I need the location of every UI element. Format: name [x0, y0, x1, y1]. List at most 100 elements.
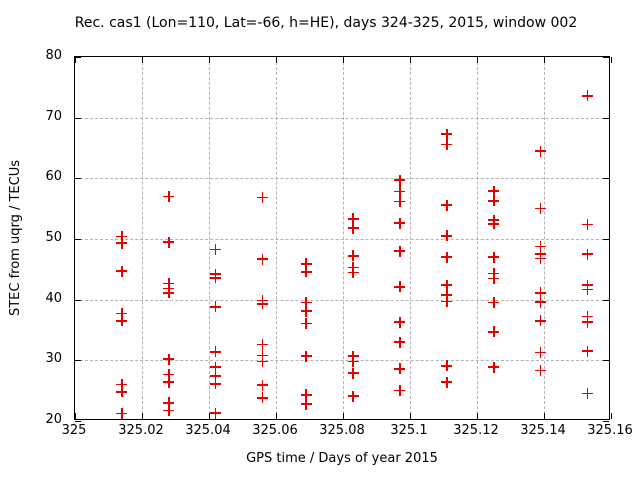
data-point-marker: [582, 283, 594, 295]
data-point-marker: [116, 237, 128, 249]
data-point-marker: [210, 243, 222, 255]
y-tick-mark: [603, 239, 609, 240]
data-point-marker: [394, 174, 406, 186]
x-tick-label: 325.12: [453, 423, 499, 438]
x-tick-label: 325.08: [319, 423, 365, 438]
data-point-marker: [210, 272, 222, 284]
data-point-marker: [441, 295, 453, 307]
data-point-marker: [347, 266, 359, 278]
data-point-marker: [163, 353, 175, 365]
data-point-marker: [116, 231, 128, 243]
data-point-marker: [582, 218, 594, 230]
data-point-marker: [535, 365, 547, 377]
data-point-marker: [441, 138, 453, 150]
x-axis-label: GPS time / Days of year 2015: [246, 451, 438, 466]
data-point-marker: [257, 356, 269, 368]
data-point-marker: [535, 287, 547, 299]
y-tick-label: 50: [45, 230, 62, 245]
data-point-marker: [394, 316, 406, 328]
data-point-marker: [441, 128, 453, 140]
y-tick-mark: [75, 178, 81, 180]
x-tick-mark: [343, 57, 344, 63]
y-gridline: [75, 299, 609, 301]
y-tick-label: 80: [45, 48, 62, 63]
y-tick-label: 70: [45, 108, 62, 124]
data-point-marker: [300, 350, 312, 362]
x-tick-mark: [209, 413, 210, 419]
data-point-marker: [441, 230, 453, 242]
data-point-marker: [488, 251, 500, 263]
y-tick-label: 60: [45, 169, 62, 185]
data-point-marker: [300, 317, 312, 329]
x-tick-mark: [75, 57, 76, 63]
data-point-marker: [441, 289, 453, 301]
x-tick-label: 325.16: [587, 423, 633, 438]
data-point-marker: [394, 186, 406, 198]
data-point-marker: [582, 316, 594, 328]
data-point-marker: [210, 301, 222, 313]
data-point-marker: [257, 339, 269, 351]
y-tick-mark: [75, 117, 81, 119]
data-point-marker: [488, 272, 500, 284]
data-point-marker: [582, 345, 594, 357]
x-tick-mark: [544, 413, 545, 419]
y-tick-mark: [603, 299, 609, 301]
chart-title: Rec. cas1 (Lon=110, Lat=-66, h=HE), days…: [74, 15, 578, 31]
data-point-marker: [535, 315, 547, 327]
data-point-marker: [300, 266, 312, 278]
data-point-marker: [394, 336, 406, 348]
data-point-marker: [488, 218, 500, 230]
x-tick-mark: [611, 413, 612, 419]
y-gridline: [75, 178, 609, 180]
x-gridline: [410, 57, 411, 419]
x-tick-mark: [477, 413, 478, 419]
data-point-marker: [210, 378, 222, 390]
data-point-marker: [257, 349, 269, 361]
data-point-marker: [535, 145, 547, 157]
data-point-marker: [347, 250, 359, 262]
y-gridline: [75, 360, 609, 362]
x-gridline: [544, 57, 545, 419]
y-tick-mark: [75, 421, 81, 422]
data-point-marker: [300, 389, 312, 401]
data-point-marker: [535, 296, 547, 308]
data-point-marker: [441, 199, 453, 211]
data-point-marker: [257, 253, 269, 265]
data-point-marker: [488, 361, 500, 373]
y-gridline: [75, 239, 609, 240]
data-point-marker: [394, 363, 406, 375]
data-point-marker: [163, 287, 175, 299]
x-tick-label: 325.1: [390, 423, 428, 438]
y-tick-mark: [603, 117, 609, 119]
x-tick-mark: [142, 413, 143, 419]
data-point-marker: [210, 361, 222, 373]
y-tick-label: 40: [45, 290, 62, 306]
y-tick-label: 30: [45, 351, 62, 367]
data-point-marker: [257, 392, 269, 404]
data-point-marker: [257, 192, 269, 204]
data-point-marker: [347, 390, 359, 402]
data-point-marker: [488, 297, 500, 309]
y-tick-mark: [75, 239, 81, 240]
x-tick-mark: [544, 57, 545, 63]
x-tick-mark: [276, 413, 277, 419]
y-tick-mark: [603, 360, 609, 362]
data-point-marker: [257, 298, 269, 310]
y-tick-mark: [75, 299, 81, 301]
y-tick-mark: [603, 57, 609, 58]
y-tick-mark: [603, 421, 609, 422]
data-point-marker: [210, 346, 222, 358]
x-gridline: [477, 57, 478, 419]
data-point-marker: [257, 379, 269, 391]
data-point-marker: [535, 346, 547, 358]
data-point-marker: [163, 397, 175, 409]
x-tick-label: 325: [61, 423, 87, 438]
data-point-marker: [116, 386, 128, 398]
data-point-marker: [347, 367, 359, 379]
x-tick-mark: [142, 57, 143, 63]
data-point-marker: [210, 407, 222, 419]
data-point-marker: [441, 251, 453, 263]
y-tick-mark: [75, 360, 81, 362]
data-point-marker: [394, 245, 406, 257]
